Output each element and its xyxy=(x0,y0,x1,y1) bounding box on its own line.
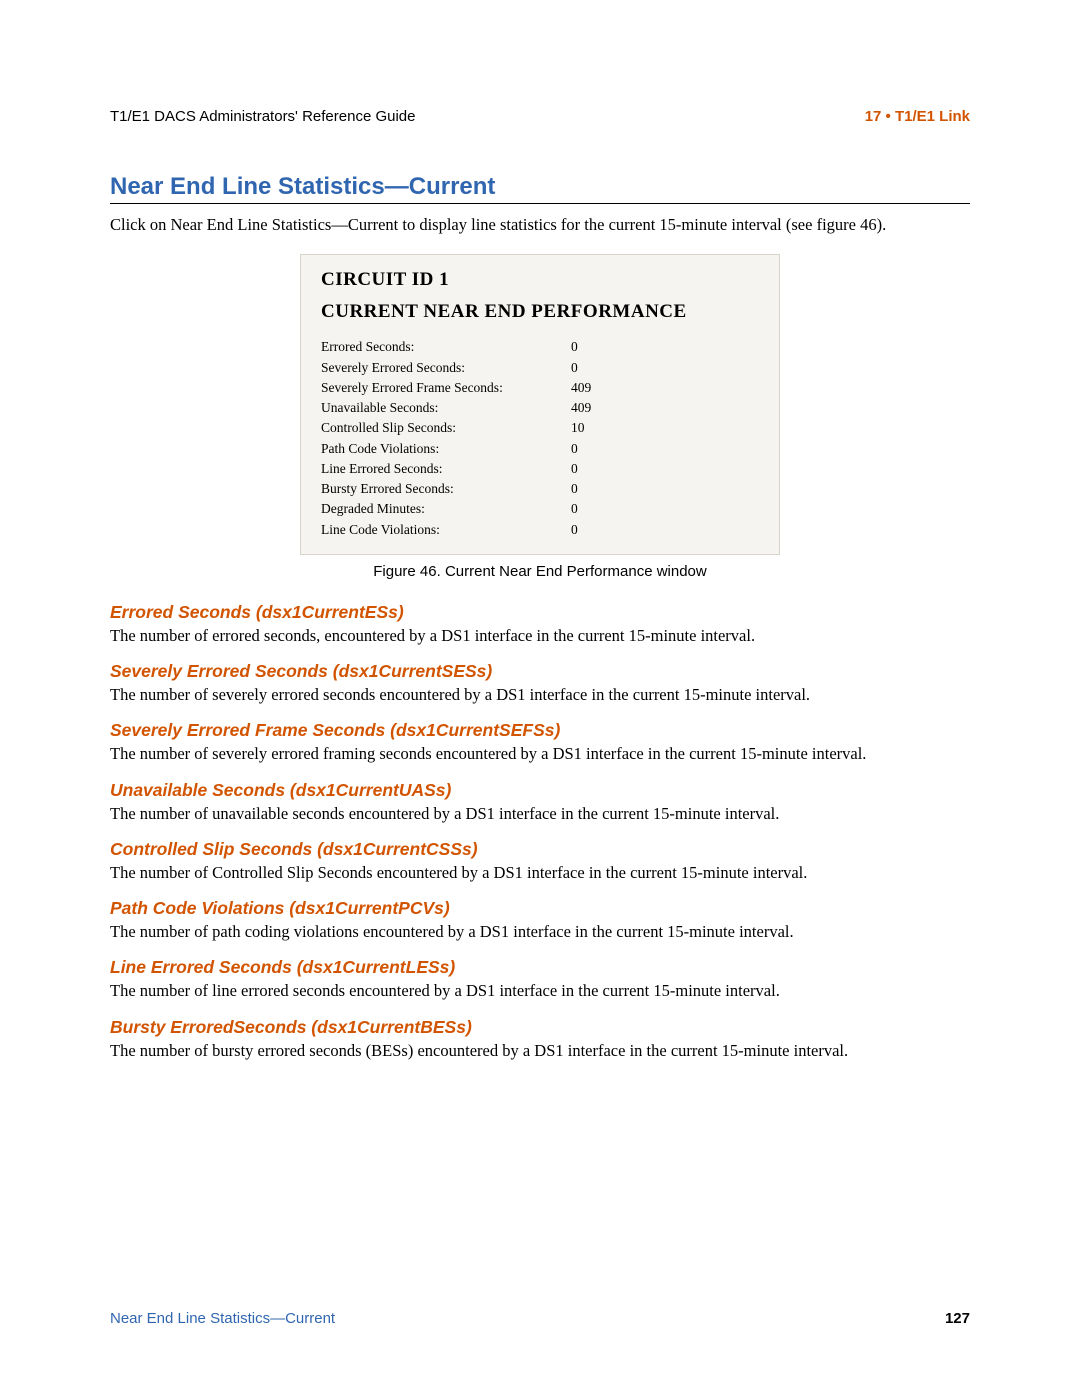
performance-row-value: 0 xyxy=(571,459,611,479)
figure-caption: Figure 46. Current Near End Performance … xyxy=(110,563,970,580)
performance-row: Bursty Errored Seconds:0 xyxy=(321,479,759,499)
performance-row-value: 0 xyxy=(571,520,611,540)
section-body: The number of bursty errored seconds (BE… xyxy=(110,1040,970,1062)
performance-table: Errored Seconds:0Severely Errored Second… xyxy=(321,337,759,540)
performance-row-value: 0 xyxy=(571,499,611,519)
performance-row-value: 10 xyxy=(571,418,611,438)
performance-row-label: Unavailable Seconds: xyxy=(321,398,571,418)
document-page: T1/E1 DACS Administrators' Reference Gui… xyxy=(0,0,1080,1397)
performance-row-value: 0 xyxy=(571,479,611,499)
section-body: The number of errored seconds, encounter… xyxy=(110,625,970,647)
performance-row: Line Code Violations:0 xyxy=(321,520,759,540)
section-body: The number of severely errored framing s… xyxy=(110,743,970,765)
figure-container: CIRCUIT ID 1 CURRENT NEAR END PERFORMANC… xyxy=(110,254,970,555)
performance-row-value: 0 xyxy=(571,439,611,459)
performance-row-label: Degraded Minutes: xyxy=(321,499,571,519)
header-chapter-link: 17 • T1/E1 Link xyxy=(865,108,970,125)
performance-row-label: Errored Seconds: xyxy=(321,337,571,357)
footer-section-name: Near End Line Statistics—Current xyxy=(110,1310,335,1327)
main-heading: Near End Line Statistics—Current xyxy=(110,173,970,201)
performance-row-label: Path Code Violations: xyxy=(321,439,571,459)
intro-paragraph: Click on Near End Line Statistics—Curren… xyxy=(110,214,970,236)
section-heading: Unavailable Seconds (dsx1CurrentUASs) xyxy=(110,780,970,801)
section-body: The number of path coding violations enc… xyxy=(110,921,970,943)
section-heading: Severely Errored Frame Seconds (dsx1Curr… xyxy=(110,720,970,741)
footer-page-number: 127 xyxy=(945,1310,970,1327)
section-heading: Line Errored Seconds (dsx1CurrentLESs) xyxy=(110,957,970,978)
performance-row: Unavailable Seconds:409 xyxy=(321,398,759,418)
sections-container: Errored Seconds (dsx1CurrentESs)The numb… xyxy=(110,602,970,1062)
section-body: The number of unavailable seconds encoun… xyxy=(110,803,970,825)
performance-title: CURRENT NEAR END PERFORMANCE xyxy=(321,301,759,323)
performance-window: CIRCUIT ID 1 CURRENT NEAR END PERFORMANC… xyxy=(300,254,780,555)
performance-row: Path Code Violations:0 xyxy=(321,439,759,459)
performance-row-value: 0 xyxy=(571,358,611,378)
performance-row: Degraded Minutes:0 xyxy=(321,499,759,519)
section-heading: Severely Errored Seconds (dsx1CurrentSES… xyxy=(110,661,970,682)
section-body: The number of severely errored seconds e… xyxy=(110,684,970,706)
performance-row-value: 409 xyxy=(571,398,611,418)
performance-row-label: Severely Errored Seconds: xyxy=(321,358,571,378)
performance-row: Line Errored Seconds:0 xyxy=(321,459,759,479)
performance-row: Severely Errored Frame Seconds:409 xyxy=(321,378,759,398)
performance-row-label: Severely Errored Frame Seconds: xyxy=(321,378,571,398)
performance-row-value: 0 xyxy=(571,337,611,357)
heading-rule xyxy=(110,203,970,204)
section-heading: Controlled Slip Seconds (dsx1CurrentCSSs… xyxy=(110,839,970,860)
performance-row-value: 409 xyxy=(571,378,611,398)
performance-row: Errored Seconds:0 xyxy=(321,337,759,357)
performance-row-label: Line Code Violations: xyxy=(321,520,571,540)
page-header: T1/E1 DACS Administrators' Reference Gui… xyxy=(110,108,970,125)
section-body: The number of line errored seconds encou… xyxy=(110,980,970,1002)
performance-row-label: Line Errored Seconds: xyxy=(321,459,571,479)
performance-row-label: Bursty Errored Seconds: xyxy=(321,479,571,499)
circuit-id-title: CIRCUIT ID 1 xyxy=(321,269,759,291)
performance-row: Severely Errored Seconds:0 xyxy=(321,358,759,378)
header-guide-title: T1/E1 DACS Administrators' Reference Gui… xyxy=(110,108,416,125)
performance-row-label: Controlled Slip Seconds: xyxy=(321,418,571,438)
section-heading: Errored Seconds (dsx1CurrentESs) xyxy=(110,602,970,623)
section-heading: Path Code Violations (dsx1CurrentPCVs) xyxy=(110,898,970,919)
section-body: The number of Controlled Slip Seconds en… xyxy=(110,862,970,884)
performance-row: Controlled Slip Seconds:10 xyxy=(321,418,759,438)
page-footer: Near End Line Statistics—Current 127 xyxy=(110,1310,970,1327)
section-heading: Bursty ErroredSeconds (dsx1CurrentBESs) xyxy=(110,1017,970,1038)
